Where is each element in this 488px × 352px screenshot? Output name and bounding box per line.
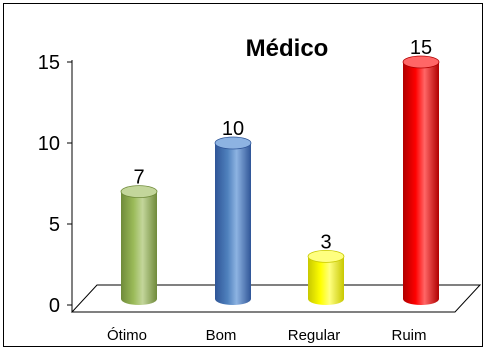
x-category-label: Ótimo [107, 327, 147, 344]
y-tick-marks [67, 61, 72, 306]
bar-bom [214, 136, 252, 305]
data-label: 10 [222, 118, 244, 140]
y-tick-label: 10 [38, 133, 60, 155]
data-label: 7 [133, 167, 144, 189]
chart-floor [70, 284, 482, 313]
y-tick-label: 15 [38, 52, 60, 74]
bar-top [214, 136, 252, 150]
bar-regular [307, 249, 345, 305]
y-tick-label: 0 [49, 295, 60, 317]
x-category-label: Ruim [391, 327, 426, 344]
bar-top [402, 55, 440, 69]
x-category-label: Regular [288, 327, 341, 344]
x-category-label: Bom [206, 327, 237, 344]
y-tick-label: 5 [49, 214, 60, 236]
chart-title: Médico [246, 35, 329, 62]
bar-ótimo [120, 185, 158, 305]
data-label: 3 [320, 231, 331, 253]
bar-body [121, 191, 157, 305]
bar-ruim [402, 55, 440, 305]
bar-top [307, 249, 345, 263]
bar-body [215, 143, 251, 305]
data-label: 15 [410, 37, 432, 59]
bar-body [308, 256, 344, 305]
bar-top [120, 185, 158, 199]
bar-body [403, 62, 439, 305]
